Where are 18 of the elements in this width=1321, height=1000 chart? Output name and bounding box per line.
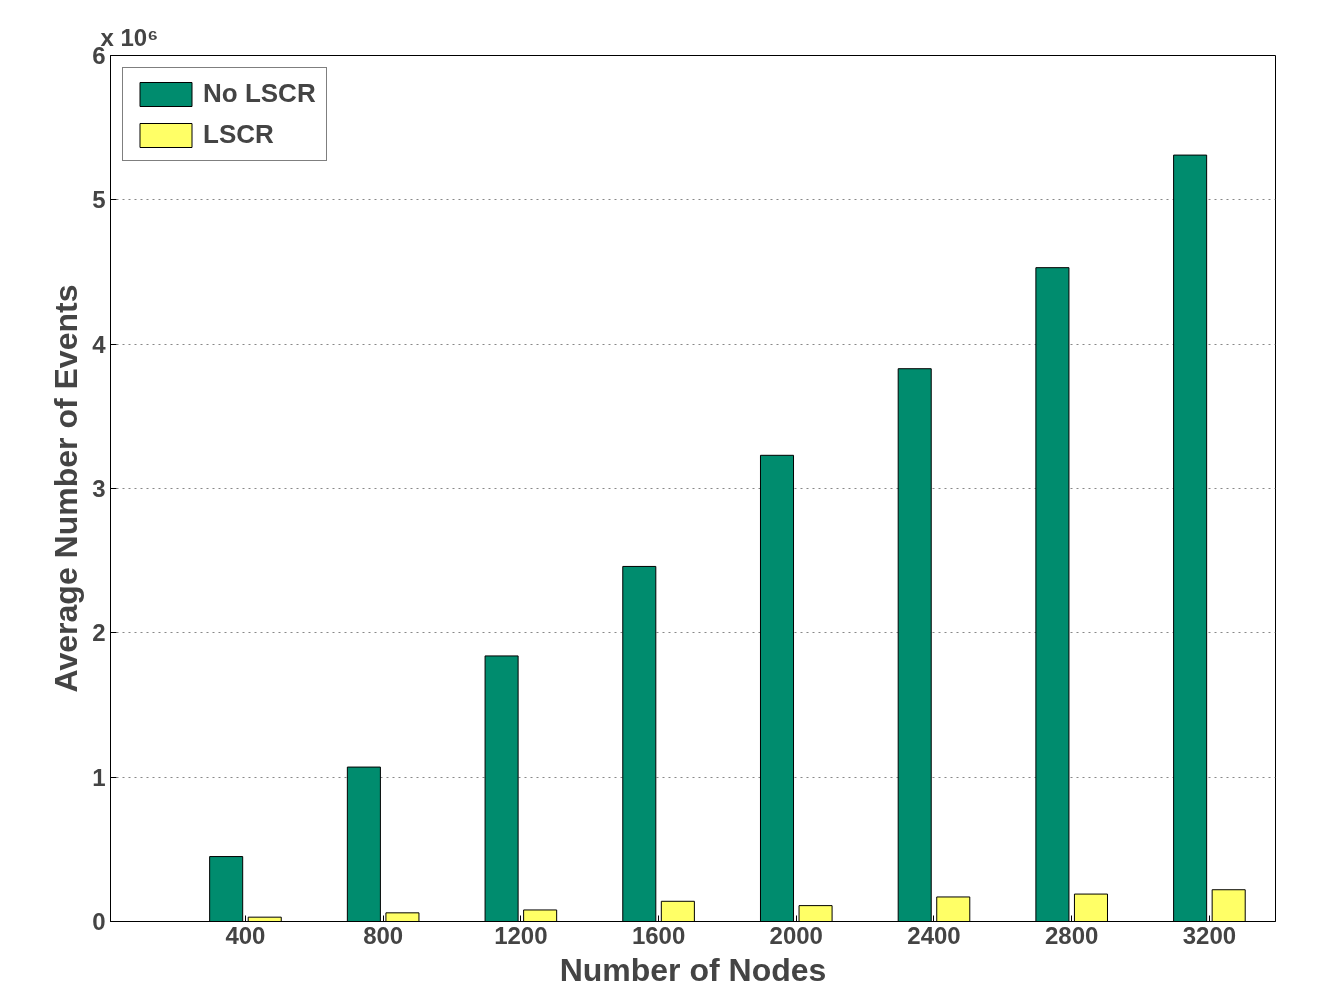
y-tick-label: 3: [92, 475, 106, 502]
y-axis-title: Average Number of Events: [48, 284, 85, 693]
x-tick-label: 3200: [1182, 921, 1237, 949]
x-tick-label: 1200: [494, 921, 548, 949]
x-tick-label: 800: [363, 921, 404, 949]
x-tick-label: 1600: [631, 921, 686, 949]
x-tick-label: 2400: [907, 921, 961, 949]
x-axis-title: Number of Nodes: [559, 951, 827, 988]
legend-label: No LSCR: [203, 78, 316, 109]
x-tick-label: 2000: [769, 921, 823, 949]
y-tick-label: 1: [92, 763, 106, 791]
x-tick-label: 2800: [1045, 921, 1099, 949]
y-tick-label: 5: [92, 186, 106, 214]
legend-label: LSCR: [203, 119, 274, 150]
y-tick-label: 4: [92, 330, 107, 358]
y-tick-label: 0: [92, 908, 106, 935]
y-tick-label: 2: [92, 619, 106, 647]
x-tick-label: 400: [225, 921, 266, 949]
